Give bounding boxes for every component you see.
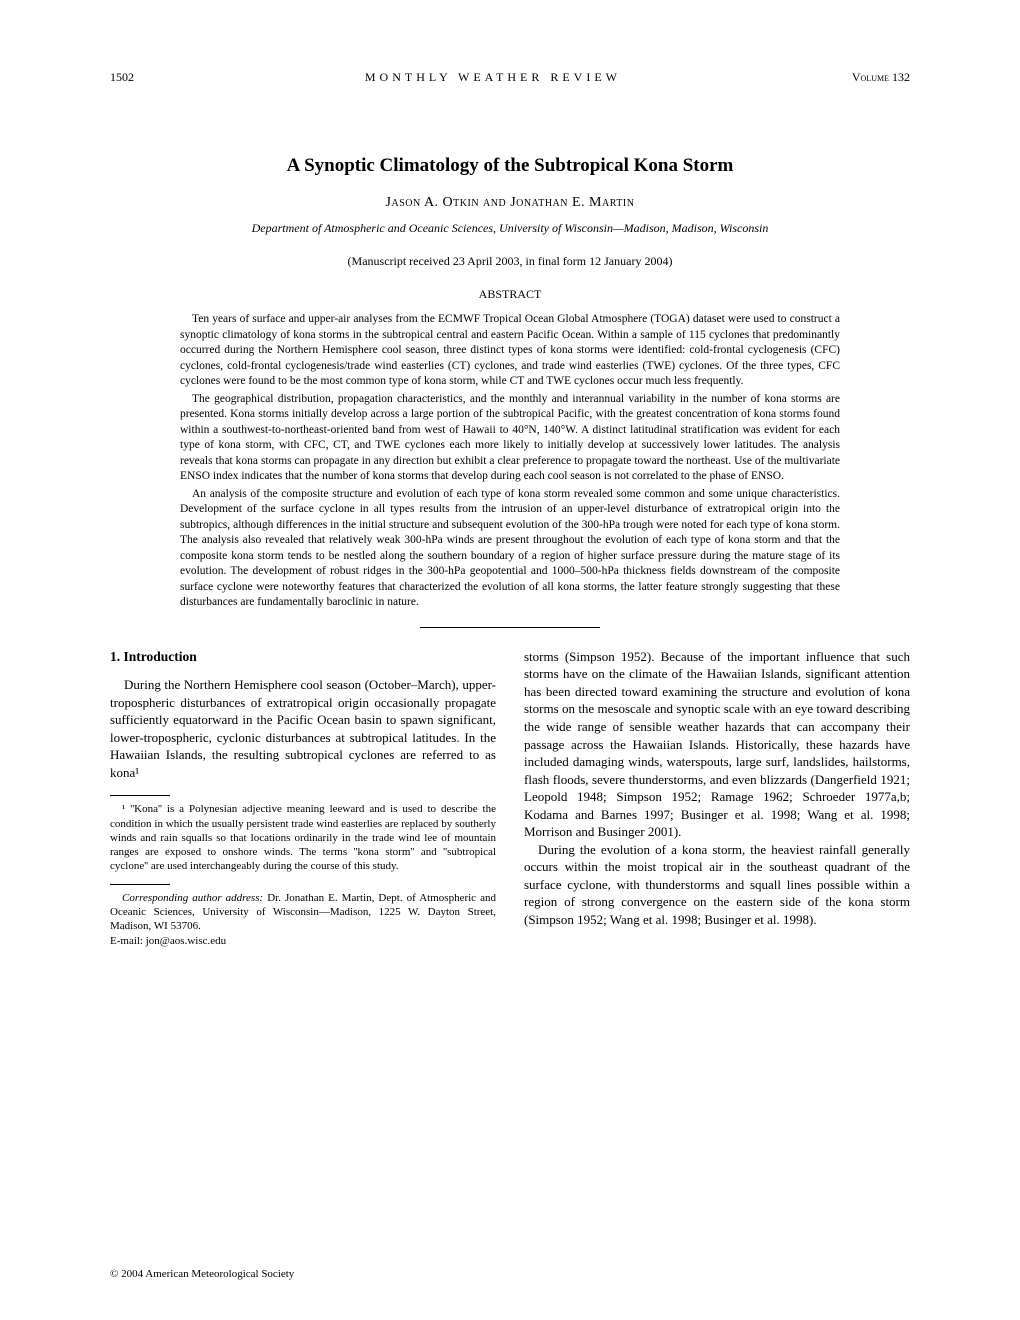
corresponding-author: Corresponding author address: Dr. Jonath… — [110, 891, 496, 948]
page-number: 1502 — [110, 70, 134, 85]
corresponding-address: Corresponding author address: Dr. Jonath… — [110, 891, 496, 934]
footnote-separator — [110, 795, 170, 796]
journal-title: MONTHLY WEATHER REVIEW — [365, 70, 621, 85]
abstract-paragraph: Ten years of surface and upper-air analy… — [180, 312, 840, 390]
footnote-1: ¹ ''Kona'' is a Polynesian adjective mea… — [110, 802, 496, 873]
footnote-text: ¹ ''Kona'' is a Polynesian adjective mea… — [110, 802, 496, 873]
corresponding-email: E-mail: jon@aos.wisc.edu — [110, 934, 496, 948]
section-divider — [420, 627, 600, 628]
abstract-label: ABSTRACT — [110, 287, 910, 302]
abstract-paragraph: An analysis of the composite structure a… — [180, 487, 840, 611]
abstract-body: Ten years of surface and upper-air analy… — [180, 312, 840, 611]
manuscript-info: (Manuscript received 23 April 2003, in f… — [110, 254, 910, 269]
page: 1502 MONTHLY WEATHER REVIEW Volume 132 A… — [0, 0, 1020, 1320]
body-paragraph: During the evolution of a kona storm, th… — [524, 841, 910, 929]
copyright-notice: © 2004 American Meteorological Society — [110, 1268, 294, 1280]
section-heading: 1. Introduction — [110, 648, 496, 666]
running-header: 1502 MONTHLY WEATHER REVIEW Volume 132 — [110, 70, 910, 85]
right-column: storms (Simpson 1952). Because of the im… — [524, 648, 910, 948]
volume-label: Volume 132 — [852, 70, 910, 85]
article-title: A Synoptic Climatology of the Subtropica… — [110, 155, 910, 177]
body-columns: 1. Introduction During the Northern Hemi… — [110, 648, 910, 948]
left-column: 1. Introduction During the Northern Hemi… — [110, 648, 496, 948]
abstract-paragraph: The geographical distribution, propagati… — [180, 392, 840, 485]
body-paragraph: storms (Simpson 1952). Because of the im… — [524, 648, 910, 841]
corresponding-label: Corresponding author address: — [122, 892, 263, 904]
body-paragraph: During the Northern Hemisphere cool seas… — [110, 676, 496, 781]
affiliation: Department of Atmospheric and Oceanic Sc… — [110, 221, 910, 236]
footnote-separator — [110, 884, 170, 885]
authors: Jason A. Otkin and Jonathan E. Martin — [110, 195, 910, 211]
